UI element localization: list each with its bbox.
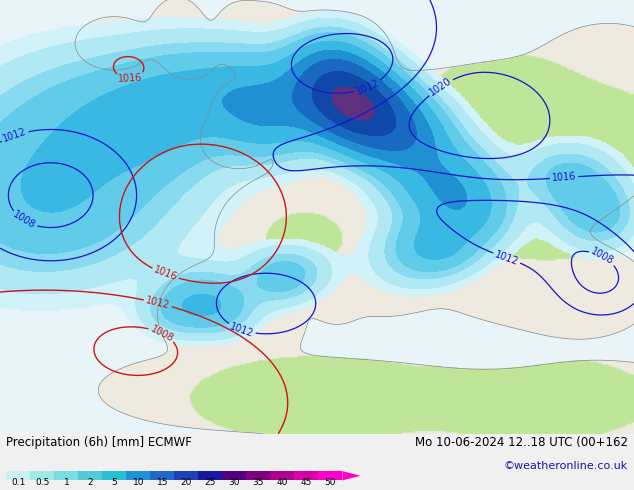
Bar	[271, 471, 294, 480]
Text: 1016: 1016	[118, 73, 143, 84]
Bar	[150, 471, 174, 480]
Bar	[79, 471, 102, 480]
Bar	[294, 471, 318, 480]
Text: 15: 15	[157, 478, 168, 488]
Text: 1012: 1012	[354, 77, 381, 97]
Text: 20: 20	[181, 478, 192, 488]
Text: 1008: 1008	[11, 210, 37, 231]
Text: 40: 40	[276, 478, 288, 488]
Text: 1012: 1012	[145, 295, 171, 311]
Bar	[102, 471, 126, 480]
Text: 35: 35	[253, 478, 264, 488]
Text: 1012: 1012	[1, 127, 28, 145]
Text: 0.5: 0.5	[35, 478, 49, 488]
Text: 50: 50	[325, 478, 336, 488]
Text: 1020: 1020	[427, 76, 453, 98]
Bar	[126, 471, 150, 480]
Text: 1: 1	[63, 478, 69, 488]
Text: 45: 45	[301, 478, 312, 488]
Text: 2: 2	[87, 478, 93, 488]
Bar	[174, 471, 198, 480]
Text: 5: 5	[112, 478, 117, 488]
Polygon shape	[342, 471, 361, 480]
Text: Mo 10-06-2024 12..18 UTC (00+162: Mo 10-06-2024 12..18 UTC (00+162	[415, 437, 628, 449]
Text: 25: 25	[205, 478, 216, 488]
Bar	[6, 471, 30, 480]
Bar	[198, 471, 223, 480]
Text: 1016: 1016	[552, 172, 576, 183]
Text: 1012: 1012	[228, 321, 255, 339]
Text: 1016: 1016	[152, 265, 179, 283]
Bar	[318, 471, 342, 480]
Text: 0.1: 0.1	[11, 478, 25, 488]
Bar	[223, 471, 247, 480]
Text: 10: 10	[133, 478, 144, 488]
Text: 30: 30	[229, 478, 240, 488]
Bar	[247, 471, 271, 480]
Bar	[55, 471, 79, 480]
Text: 1008: 1008	[590, 246, 616, 267]
Text: 1008: 1008	[148, 323, 175, 343]
Text: Precipitation (6h) [mm] ECMWF: Precipitation (6h) [mm] ECMWF	[6, 437, 192, 449]
Text: 1012: 1012	[493, 249, 520, 267]
Bar	[30, 471, 55, 480]
Text: ©weatheronline.co.uk: ©weatheronline.co.uk	[503, 461, 628, 471]
